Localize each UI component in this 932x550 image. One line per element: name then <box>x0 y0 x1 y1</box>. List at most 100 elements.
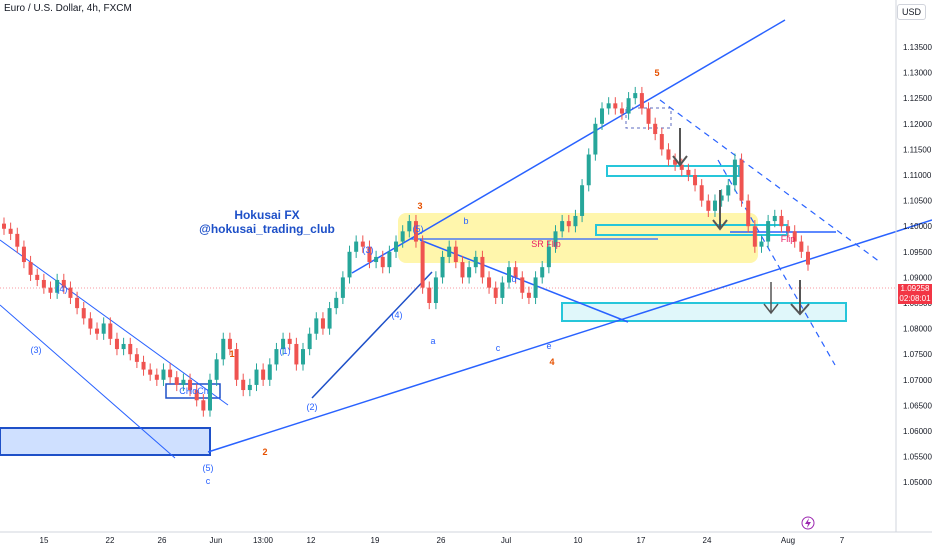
candle-body <box>580 185 585 216</box>
y-tick-label: 1.09500 <box>903 248 932 257</box>
candle-body <box>540 267 545 278</box>
candle-body <box>600 108 605 124</box>
currency-badge[interactable]: USD <box>896 4 926 20</box>
y-tick-label: 1.09000 <box>903 273 932 282</box>
candle-body <box>759 241 764 247</box>
top-dashed-box <box>625 107 672 129</box>
sr-flip-zone <box>398 213 758 263</box>
countdown-tag: 02:08:01 <box>898 294 932 304</box>
candle-body <box>168 369 173 378</box>
candle-body <box>719 195 724 201</box>
candle-body <box>327 308 332 329</box>
candle-body <box>81 308 86 319</box>
candle-body <box>772 215 777 222</box>
y-tick-label: 1.13000 <box>903 69 932 78</box>
candle-body <box>732 159 737 186</box>
candle-body <box>467 267 472 278</box>
candle-body <box>161 369 166 380</box>
candle-body <box>174 377 179 385</box>
y-tick-label: 1.06500 <box>903 401 932 410</box>
x-tick-label: 15 <box>40 536 49 545</box>
candle-body <box>546 246 551 268</box>
x-tick-label: 7 <box>840 536 845 545</box>
candle-body <box>460 262 465 278</box>
candle-body <box>88 318 93 329</box>
candle-body <box>294 343 299 365</box>
y-tick-label: 1.08000 <box>903 325 932 334</box>
candle-body <box>2 223 6 229</box>
y-tick-label: 1.11500 <box>903 145 932 154</box>
wave-label: c <box>206 476 211 486</box>
down-arrow-4 <box>790 280 810 316</box>
candle-body <box>427 287 432 303</box>
wave-label: b <box>463 216 468 226</box>
wave-labels-layer: (4) (3) CHoCh (5) c 1 2 (1) (2) (3) (4) (5) 3 a b c d e 4 5… <box>31 68 796 486</box>
candle-body <box>413 221 418 242</box>
y-tick-label: 1.10500 <box>903 197 932 206</box>
candle-body <box>61 279 66 288</box>
candle-body <box>227 338 232 350</box>
candle-body <box>646 108 651 124</box>
candle-body <box>154 374 159 380</box>
wave-label: (5) <box>413 224 424 234</box>
candle-body <box>367 246 372 263</box>
candle-body <box>433 277 438 303</box>
wave-label: c <box>496 343 501 353</box>
candle-body <box>21 246 26 263</box>
candle-body <box>699 185 704 201</box>
candle-body <box>440 256 445 278</box>
candle-body <box>387 251 392 268</box>
candle-body <box>108 323 113 339</box>
candle-body <box>41 279 46 288</box>
candle-body <box>181 379 186 385</box>
candle-body <box>121 343 126 350</box>
candle-body <box>533 277 538 298</box>
y-tick-label: 1.05500 <box>903 453 932 462</box>
down-arrow-3 <box>763 282 779 315</box>
candle-body <box>806 251 810 265</box>
x-tick-label: 26 <box>158 536 167 545</box>
wave-label: CHoCh <box>179 386 209 396</box>
candle-body <box>134 354 139 362</box>
candle-body <box>473 256 478 268</box>
x-tick-label: Jun <box>210 536 223 545</box>
candle-body <box>799 241 804 252</box>
candle-body <box>234 349 239 380</box>
y-tick-label: 1.07500 <box>903 350 932 359</box>
candle-body <box>752 226 757 247</box>
x-tick-label: Aug <box>781 536 795 545</box>
candle-body <box>95 328 100 334</box>
candle-body <box>48 287 53 293</box>
candle-body <box>301 349 306 365</box>
candle-body <box>619 108 624 114</box>
candle-body <box>194 390 199 401</box>
candle-body <box>354 241 359 252</box>
lightning-icon[interactable] <box>801 516 815 530</box>
candle-body <box>68 287 73 298</box>
candle-body <box>75 297 80 309</box>
candle-body <box>480 256 485 278</box>
wave-label: 2 <box>262 447 267 457</box>
candle-body <box>706 200 711 211</box>
candle-body <box>241 379 246 391</box>
y-tick-label: 1.12500 <box>903 94 932 103</box>
y-tick-label: 1.07000 <box>903 376 932 385</box>
candle-body <box>792 231 797 242</box>
candle-body <box>679 164 684 170</box>
candle-body <box>420 241 425 288</box>
candle-body <box>593 123 598 155</box>
candle-body <box>493 287 498 298</box>
candle-body <box>746 200 751 227</box>
candle-body <box>506 267 511 283</box>
candle-body <box>15 233 20 247</box>
candle-body <box>347 251 352 278</box>
candle-body <box>786 226 791 232</box>
wave-label: (4) <box>392 310 403 320</box>
wave-label: d <box>511 274 516 284</box>
candle-body <box>487 277 492 288</box>
candle-body <box>247 384 252 391</box>
candle-body <box>566 221 571 227</box>
candle-body <box>659 134 664 150</box>
wave-label: (1) <box>280 346 291 356</box>
